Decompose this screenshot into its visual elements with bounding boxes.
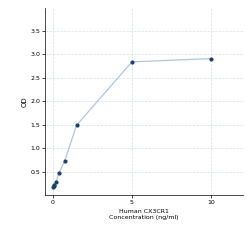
Point	[51, 185, 55, 189]
Point	[74, 123, 78, 127]
X-axis label: Human CX3CR1
Concentration (ng/ml): Human CX3CR1 Concentration (ng/ml)	[109, 209, 178, 220]
Point	[130, 60, 134, 64]
Point	[52, 183, 56, 187]
Point	[52, 184, 56, 188]
Y-axis label: OD: OD	[22, 96, 28, 106]
Point	[209, 56, 213, 60]
Point	[54, 180, 58, 184]
Point	[57, 172, 61, 175]
Point	[63, 159, 67, 163]
